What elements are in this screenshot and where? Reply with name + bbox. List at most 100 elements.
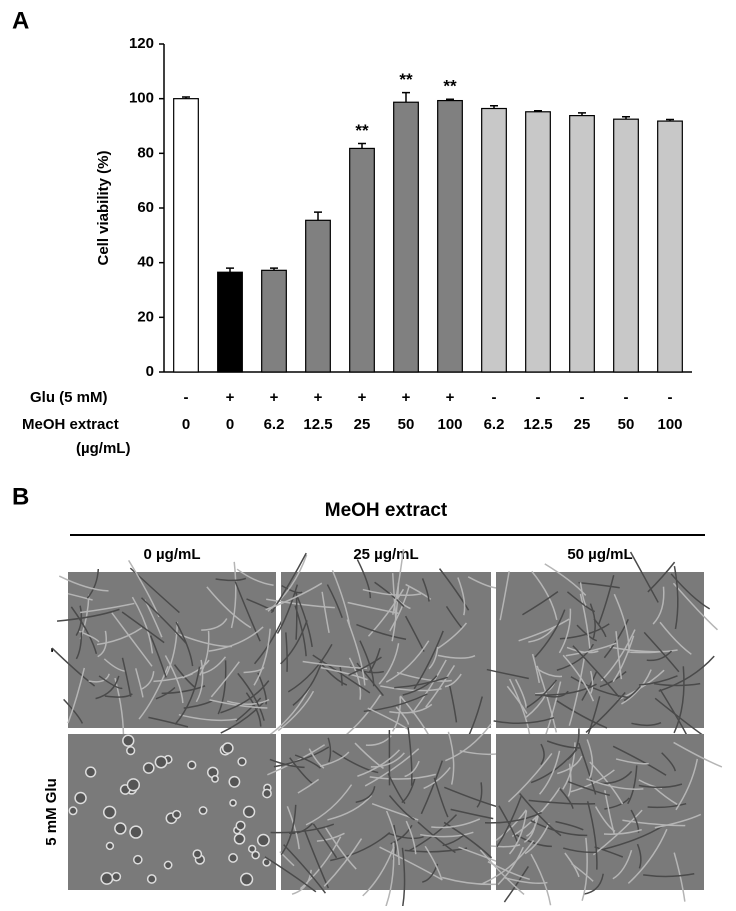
error-bar xyxy=(358,143,366,148)
cell xyxy=(258,835,269,846)
bar xyxy=(350,148,375,372)
x-tick-label: 6.2 xyxy=(484,416,505,433)
column-header: 50 µg/mL xyxy=(567,546,632,563)
cell xyxy=(173,811,181,819)
x-tick-label: 12.5 xyxy=(303,416,332,433)
y-tick-label: 120 xyxy=(129,35,154,52)
cell xyxy=(144,763,154,773)
y-tick-label: 0 xyxy=(146,363,154,380)
glu-label: - xyxy=(536,389,541,406)
glu-label: + xyxy=(226,389,235,406)
glu-label: + xyxy=(314,389,323,406)
x-tick-label: 25 xyxy=(574,416,591,433)
error-bar xyxy=(402,93,410,103)
glu-label: + xyxy=(446,389,455,406)
cell xyxy=(106,842,113,849)
cell xyxy=(212,776,218,782)
bar xyxy=(262,270,287,372)
x-tick-label: 25 xyxy=(354,416,371,433)
micrograph xyxy=(487,552,718,746)
cell xyxy=(296,593,297,640)
cell xyxy=(101,873,112,884)
x-tick-label: 50 xyxy=(618,416,635,433)
glu-label: + xyxy=(358,389,367,406)
cell xyxy=(223,743,233,753)
cell xyxy=(229,854,237,862)
error-bar xyxy=(226,268,234,272)
x-tick-label: 6.2 xyxy=(264,416,285,433)
cell xyxy=(127,747,135,755)
bar xyxy=(482,109,507,372)
row-header: 5 mM Glu xyxy=(43,778,60,846)
cell xyxy=(123,735,134,746)
column-header: 25 µg/mL xyxy=(353,546,418,563)
cell xyxy=(104,806,116,818)
bar xyxy=(438,101,463,372)
cell xyxy=(229,777,239,787)
bar xyxy=(526,112,551,372)
cell xyxy=(241,873,253,885)
bar xyxy=(218,272,243,372)
y-tick-label: 80 xyxy=(137,144,154,161)
cell xyxy=(164,861,171,868)
significance-label: ** xyxy=(443,77,457,96)
cell xyxy=(199,807,206,814)
x-tick-label: 12.5 xyxy=(523,416,552,433)
glu-label: - xyxy=(492,389,497,406)
cell xyxy=(230,800,236,806)
micrograph xyxy=(480,728,722,905)
significance-label: ** xyxy=(399,70,413,89)
row-label: Glu (5 mM) xyxy=(30,389,108,406)
cell xyxy=(263,789,271,797)
panel-b-header: MeOH extract xyxy=(325,500,448,521)
x-tick-label: 100 xyxy=(437,416,462,433)
significance-label: ** xyxy=(355,121,369,140)
cell xyxy=(238,758,246,766)
cell xyxy=(75,792,86,803)
bar xyxy=(614,119,639,372)
panel-label: A xyxy=(12,7,29,34)
y-tick-label: 100 xyxy=(129,90,154,107)
glu-label: - xyxy=(184,389,189,406)
x-tick-label: 50 xyxy=(398,416,415,433)
cell xyxy=(69,807,76,814)
cell xyxy=(244,806,255,817)
row-label: (µg/mL) xyxy=(76,440,130,457)
row-header: - xyxy=(43,648,60,653)
cell xyxy=(235,834,245,844)
cell xyxy=(188,761,196,769)
glu-label: - xyxy=(668,389,673,406)
bar xyxy=(570,116,595,372)
cell xyxy=(127,779,139,791)
cell xyxy=(130,826,142,838)
cell xyxy=(115,823,126,834)
cell xyxy=(148,875,156,883)
x-tick-label: 0 xyxy=(182,416,190,433)
micrograph xyxy=(266,549,502,749)
bar xyxy=(174,99,199,372)
cell xyxy=(112,873,120,881)
micrograph xyxy=(265,724,508,906)
bar xyxy=(394,102,419,372)
cell xyxy=(236,821,245,830)
y-tick-label: 20 xyxy=(137,308,154,325)
y-tick-label: 60 xyxy=(137,199,154,216)
x-tick-label: 0 xyxy=(226,416,234,433)
micrograph xyxy=(68,734,276,890)
bar xyxy=(306,220,331,372)
cell xyxy=(134,856,142,864)
glu-label: + xyxy=(270,389,279,406)
cell xyxy=(155,756,166,767)
micrograph xyxy=(52,560,285,740)
column-header: 0 µg/mL xyxy=(144,546,201,563)
cell xyxy=(252,852,259,859)
x-tick-label: 100 xyxy=(657,416,682,433)
error-bar xyxy=(314,212,322,220)
glu-label: - xyxy=(580,389,585,406)
row-label: MeOH extract xyxy=(22,416,119,433)
cell xyxy=(86,767,96,777)
y-axis-label: Cell viability (%) xyxy=(95,150,112,265)
panel-label: B xyxy=(12,483,29,510)
cell xyxy=(193,850,201,858)
